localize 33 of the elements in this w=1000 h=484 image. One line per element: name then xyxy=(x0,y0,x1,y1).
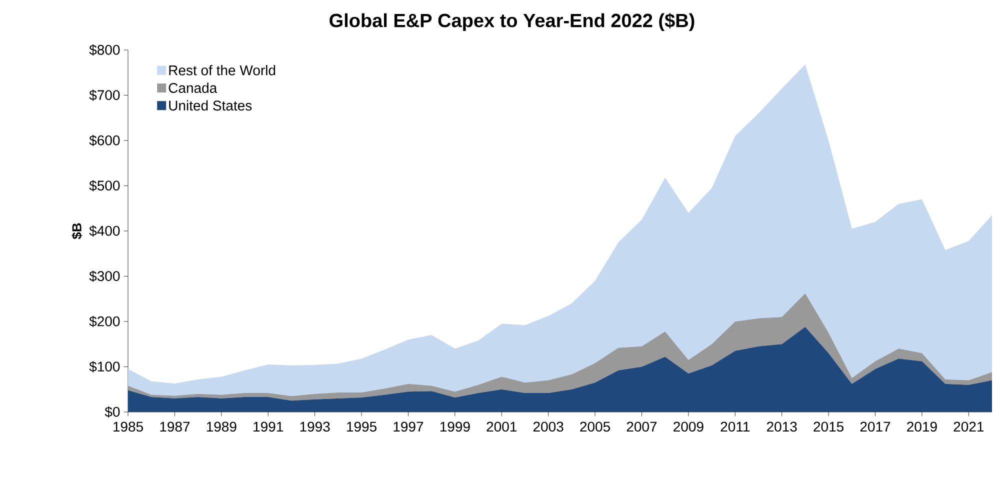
x-tick-label: 2011 xyxy=(720,422,750,432)
y-tick-label: $0 xyxy=(104,406,120,418)
x-tick-label: 2005 xyxy=(580,422,610,432)
y-tick-label: $500 xyxy=(89,180,120,192)
y-tick-label: $600 xyxy=(89,134,120,146)
y-tick-label: $100 xyxy=(89,361,120,372)
x-tick-label: 1987 xyxy=(160,422,190,432)
x-tick-label: 2007 xyxy=(626,422,657,432)
y-tick-label: $400 xyxy=(89,225,120,237)
y-tick-label: $700 xyxy=(89,90,120,101)
x-tick-label: 1993 xyxy=(300,422,330,432)
x-tick-label: 2001 xyxy=(486,422,517,432)
chart-title: Global E&P Capex to Year-End 2022 ($B) xyxy=(330,12,694,32)
legend-label: Rest of the World xyxy=(169,65,276,76)
y-tick-label: $800 xyxy=(89,44,120,56)
legend-label: Canada xyxy=(168,82,218,93)
x-tick-label: 1991 xyxy=(254,422,284,432)
x-tick-label: 2019 xyxy=(907,422,937,432)
y-axis-title: $B xyxy=(72,223,82,240)
x-tick-label: 2015 xyxy=(814,422,844,432)
x-tick-label: 1995 xyxy=(347,422,377,432)
x-tick-label: 1999 xyxy=(440,422,470,432)
x-tick-label: 2013 xyxy=(766,422,797,432)
x-tick-label: 2003 xyxy=(533,422,564,432)
x-tick-label: 2021 xyxy=(954,422,984,432)
legend-label: United States xyxy=(169,100,252,111)
x-tick-label: 2017 xyxy=(860,422,890,432)
y-tick-label: $200 xyxy=(89,316,120,328)
x-tick-label: 1985 xyxy=(114,422,143,432)
x-tick-label: 1997 xyxy=(394,422,424,432)
x-tick-label: 1989 xyxy=(206,422,236,432)
x-tick-label: 2009 xyxy=(674,422,704,432)
y-tick-label: $300 xyxy=(89,270,120,282)
